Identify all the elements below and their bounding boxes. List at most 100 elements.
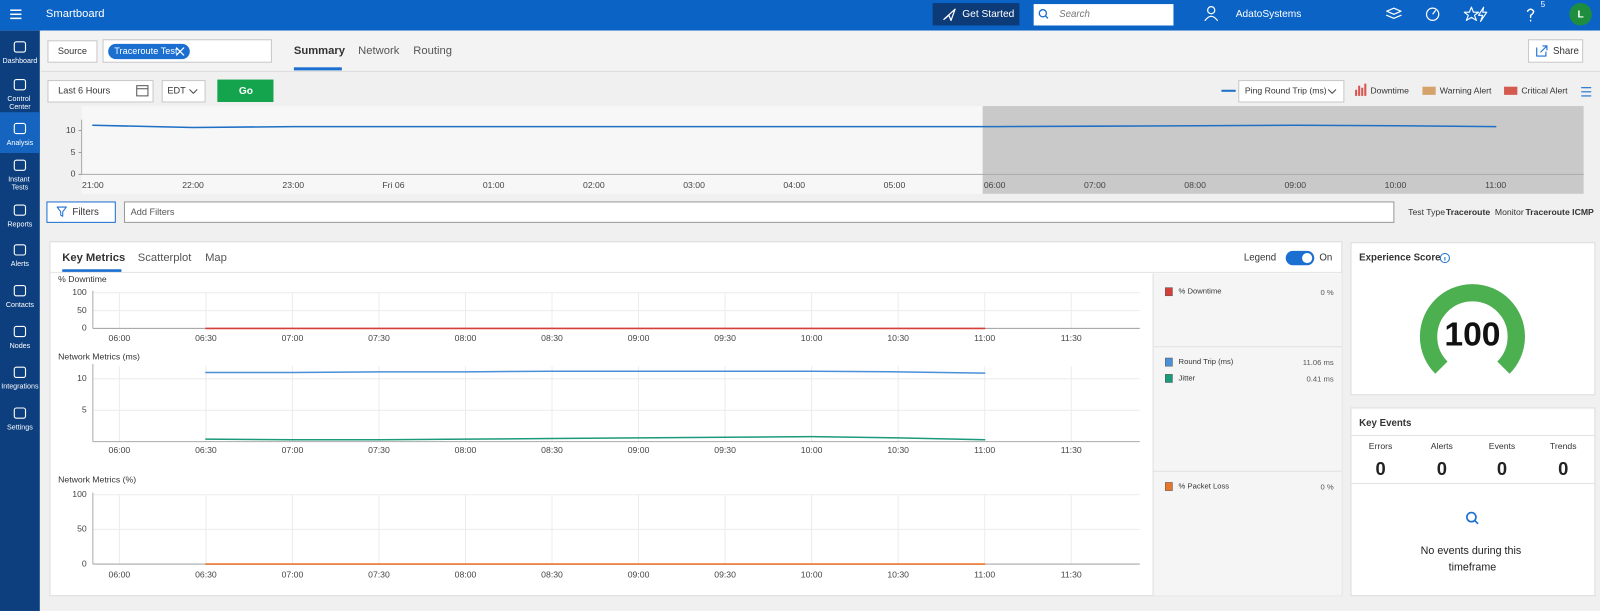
card-title: Experience Score [1359, 253, 1441, 264]
tag-remove[interactable] [175, 47, 185, 56]
nav-icon[interactable] [13, 366, 27, 378]
nav-icon[interactable] [13, 407, 27, 419]
search-icon [1044, 15, 1049, 19]
x-tick-label: 08:00 [455, 445, 477, 455]
legend-toggle-label: Legend [1244, 253, 1276, 264]
nav-label[interactable]: Analysis [7, 139, 34, 147]
nav-label[interactable]: Instant Tests [8, 175, 31, 191]
x-tick-label: 10:00 [801, 570, 823, 580]
x-tick-label: 21:00 [82, 180, 104, 190]
text-line: Analysis [7, 139, 34, 147]
nav-icon[interactable] [13, 122, 27, 135]
tag-label: Traceroute Test [114, 46, 178, 56]
x-tick-label: 07:30 [368, 445, 390, 455]
legend-swatch [1422, 86, 1436, 95]
x-tick-label: 11:00 [974, 333, 995, 343]
legend-entry: Critical Alert [1521, 86, 1568, 96]
legend-swatch [1165, 482, 1173, 491]
x-tick-label: 06:30 [195, 445, 217, 455]
x-tick-label: 03:00 [683, 180, 705, 190]
test-type: Traceroute [1446, 207, 1490, 217]
legend-entry: Ping Round Trip (ms) [1245, 86, 1327, 96]
chevron [1327, 89, 1337, 94]
metric-select[interactable] [1238, 80, 1345, 103]
nav-icon[interactable] [13, 325, 27, 338]
legend-panel [1153, 273, 1342, 596]
info-icon[interactable] [1439, 252, 1450, 264]
gauge-icon[interactable] [1425, 7, 1440, 22]
y-tick-label: 5 [71, 147, 76, 157]
event-type: Alerts [1431, 441, 1454, 451]
nav-label[interactable]: Reports [7, 220, 32, 228]
layers-icon[interactable] [1386, 7, 1402, 19]
text-line: Nodes [10, 342, 31, 350]
get-started-button[interactable] [932, 3, 1020, 26]
metrics-tab[interactable]: Key Metrics [62, 252, 125, 264]
nav-icon[interactable] [13, 159, 27, 171]
legend-summary: 0 % [1320, 288, 1333, 297]
toggle-knob [1302, 252, 1313, 264]
x-tick-label: 11:00 [974, 445, 995, 455]
range-input[interactable] [47, 80, 154, 103]
x-tick-label: Fri 06 [382, 180, 404, 190]
x-tick-label: 10:00 [801, 445, 823, 455]
help-icon[interactable] [1526, 8, 1535, 22]
x-tick-label: 09:00 [628, 333, 650, 343]
timezone-select[interactable] [161, 80, 206, 103]
event-count: 0 [1497, 458, 1507, 479]
nav-icon[interactable] [13, 285, 27, 297]
metrics-panel [49, 241, 1343, 597]
text-line: Reports [7, 220, 32, 228]
text-line: No events during this [1421, 545, 1525, 557]
view-tab[interactable]: Summary [294, 45, 346, 57]
event-type: Errors [1369, 441, 1393, 451]
nav-icon[interactable] [13, 41, 27, 53]
nav-label[interactable]: Alerts [11, 260, 30, 268]
y-tick-label: 0 [71, 169, 76, 179]
active-tab-underline [62, 269, 122, 273]
filter-input[interactable] [123, 201, 1395, 223]
nav-label[interactable]: Dashboard [2, 57, 37, 65]
nav-icon[interactable] [13, 244, 27, 256]
star-icon[interactable] [1463, 6, 1480, 21]
series-line [205, 435, 986, 441]
empty-search-icon [1474, 520, 1479, 525]
nav-label[interactable]: Control Center [7, 95, 32, 111]
filter-icon [56, 206, 67, 217]
nav-icon[interactable] [13, 204, 27, 216]
chart-title: Network Metrics (ms) [58, 351, 140, 361]
settings-icon[interactable] [1581, 87, 1592, 97]
empty-message: No events during this timeframe [1421, 545, 1525, 574]
x-tick-label: 07:00 [282, 445, 304, 455]
legend-swatch [1358, 85, 1361, 96]
x-tick-label: 04:00 [783, 180, 805, 190]
nav-label[interactable]: Nodes [10, 342, 31, 350]
view-tab[interactable]: Routing [413, 45, 452, 57]
get-started-label: Get Started [962, 9, 1014, 20]
selection-range [982, 106, 1584, 194]
score-value: 100 [1444, 316, 1500, 353]
legend-swatch [1165, 357, 1173, 367]
nav-icon[interactable] [13, 78, 27, 91]
x-tick-label: 01:00 [483, 180, 505, 190]
nav-label[interactable]: Integrations [1, 382, 39, 390]
legend-swatch [1165, 374, 1173, 383]
x-tick-label: 10:30 [887, 570, 909, 580]
go-button[interactable] [217, 79, 274, 102]
x-tick-label: 08:00 [455, 570, 477, 580]
metrics-tab[interactable]: Scatterplot [138, 252, 193, 264]
view-tab[interactable]: Network [358, 45, 400, 57]
source-button[interactable] [47, 40, 98, 63]
x-tick-label: 07:30 [368, 333, 390, 343]
metrics-tab[interactable]: Map [205, 252, 227, 264]
account-name: AdatoSystems [1236, 9, 1302, 20]
avatar[interactable] [1569, 3, 1592, 26]
search-box[interactable] [1033, 4, 1174, 26]
source-bar [40, 30, 1600, 72]
nav-label[interactable]: Contacts [6, 301, 35, 309]
nav-label[interactable]: Settings [7, 423, 33, 431]
search-icon [1038, 9, 1048, 18]
bolt-icon[interactable] [1477, 6, 1488, 22]
legend-summary: 0.41 ms [1306, 374, 1333, 383]
calendar-icon [136, 85, 149, 97]
